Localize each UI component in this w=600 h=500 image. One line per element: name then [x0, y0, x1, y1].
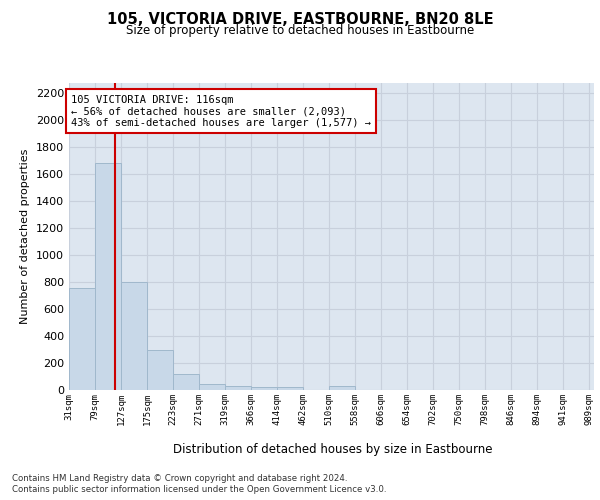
Bar [277, 387, 303, 390]
Y-axis label: Number of detached properties: Number of detached properties [20, 148, 31, 324]
Text: Contains HM Land Registry data © Crown copyright and database right 2024.: Contains HM Land Registry data © Crown c… [12, 474, 347, 483]
Text: Size of property relative to detached houses in Eastbourne: Size of property relative to detached ho… [126, 24, 474, 37]
Bar [69, 288, 95, 390]
Text: 105 VICTORIA DRIVE: 116sqm
← 56% of detached houses are smaller (2,093)
43% of s: 105 VICTORIA DRIVE: 116sqm ← 56% of deta… [71, 94, 371, 128]
Bar [251, 386, 277, 390]
Bar [95, 164, 121, 390]
Bar [225, 386, 251, 390]
Bar [173, 374, 199, 390]
Text: Distribution of detached houses by size in Eastbourne: Distribution of detached houses by size … [173, 442, 493, 456]
Text: Contains public sector information licensed under the Open Government Licence v3: Contains public sector information licen… [12, 485, 386, 494]
Bar [121, 282, 147, 390]
Bar [199, 384, 225, 390]
Bar [147, 350, 173, 390]
Bar [329, 386, 355, 390]
Text: 105, VICTORIA DRIVE, EASTBOURNE, BN20 8LE: 105, VICTORIA DRIVE, EASTBOURNE, BN20 8L… [107, 12, 493, 28]
